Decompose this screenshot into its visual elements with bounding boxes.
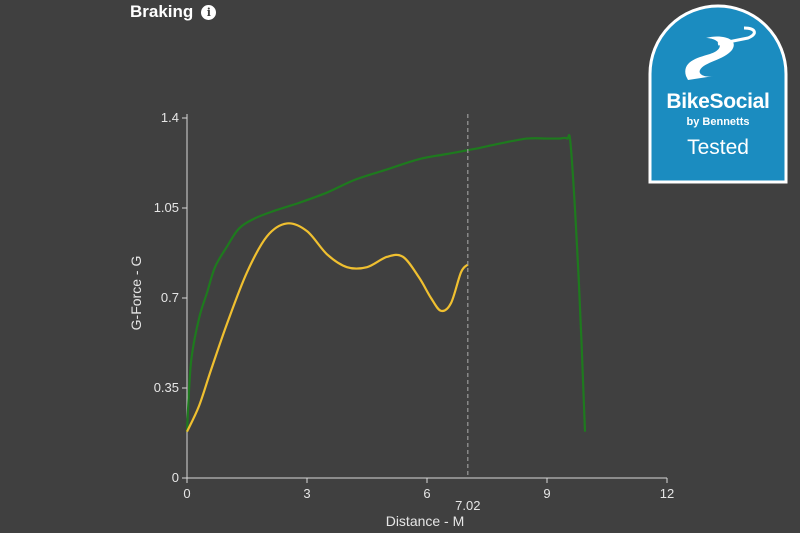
badge-brand: BikeSocial <box>666 90 770 113</box>
x-tick-label: 3 <box>303 486 310 501</box>
y-tick-label: 1.05 <box>154 200 179 215</box>
badge-shape <box>648 4 788 184</box>
series-line-2 <box>186 222 469 433</box>
info-icon[interactable]: i <box>201 4 217 20</box>
chart-title: Braking <box>130 2 194 21</box>
x-tick-label: 0 <box>183 486 190 501</box>
x-tick-label: 12 <box>660 486 674 501</box>
y-tick-label: 0 <box>172 470 179 485</box>
series-line-1 <box>185 134 587 432</box>
badge-subtitle: by Bennetts <box>686 116 750 128</box>
x-tick-label: 9 <box>543 486 550 501</box>
y-tick-label: 1.4 <box>161 110 179 125</box>
y-axis-label: G-Force - G <box>128 256 144 331</box>
x-axis-label: Distance - M <box>386 513 465 529</box>
bikesocial-tested-badge: BikeSocial by Bennetts Tested <box>648 4 788 184</box>
badge-label: Tested <box>687 136 749 159</box>
distance-marker-label: 7.02 <box>455 498 480 513</box>
chart-header: Braking i <box>130 2 217 22</box>
y-tick-label: 0.35 <box>154 380 179 395</box>
road-logo-icon <box>685 36 734 80</box>
y-tick-label: 0.7 <box>161 290 179 305</box>
x-tick-label: 6 <box>423 486 430 501</box>
